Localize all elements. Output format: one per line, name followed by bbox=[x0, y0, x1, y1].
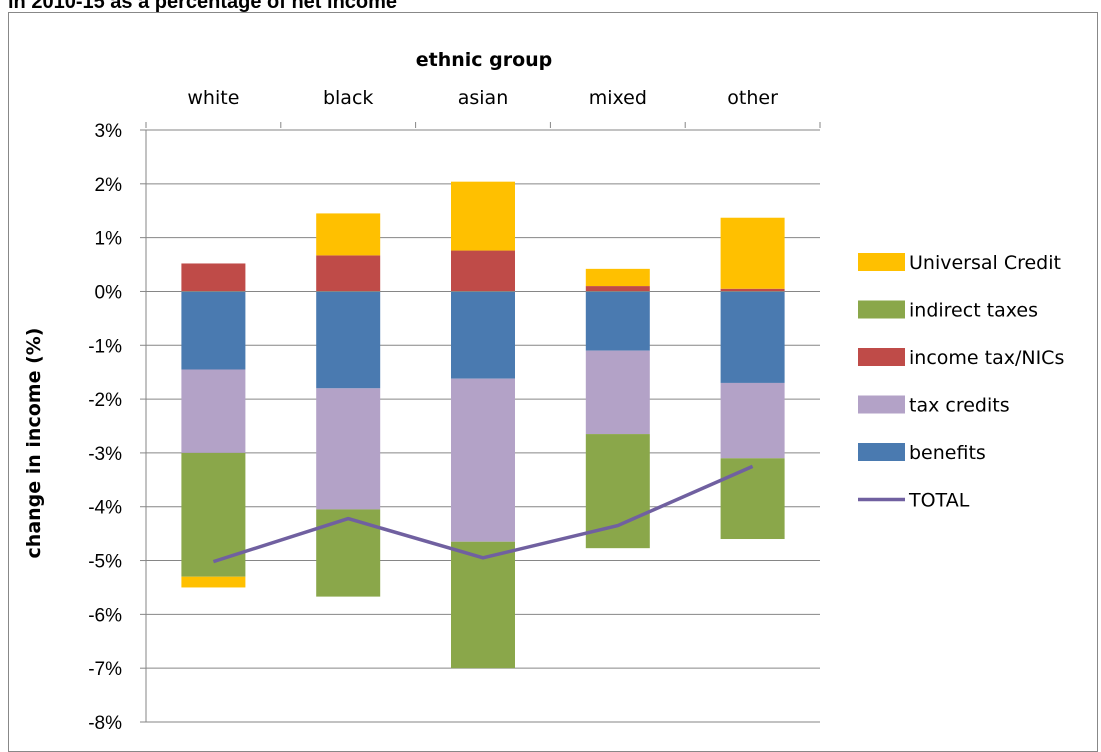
y-tick-label: -3% bbox=[88, 444, 122, 465]
legend-label: tax credits bbox=[909, 395, 1010, 417]
bar-income-tax-nics-black bbox=[316, 255, 381, 292]
bar-income-tax-nics-mixed bbox=[585, 286, 650, 292]
bar-universal-credit-asian bbox=[451, 181, 515, 251]
total-line-series bbox=[212, 464, 754, 564]
bar-universal-credit-white bbox=[181, 576, 246, 588]
y-tick-label: -4% bbox=[88, 498, 122, 519]
page-title: in 2010-15 as a percentage of net income bbox=[8, 0, 398, 13]
x-category-label: black bbox=[323, 87, 373, 109]
legend-label: indirect taxes bbox=[909, 300, 1038, 322]
y-tick-label: -1% bbox=[88, 336, 122, 357]
legend-label: benefits bbox=[909, 442, 986, 464]
x-category-label: other bbox=[727, 87, 778, 109]
axes: 3% 2% 1% 0% -1% -2% -3% -4% -5% -6% -7% -8% white bla… bbox=[88, 87, 821, 734]
bar-benefits-mixed bbox=[585, 291, 650, 351]
bar-universal-credit-other bbox=[720, 217, 785, 289]
bar-income-tax-nics-asian bbox=[451, 250, 515, 292]
legend-swatch-tax-credits bbox=[858, 395, 905, 414]
legend-swatch-indirect-taxes bbox=[858, 300, 905, 319]
bar-tax-credits-other bbox=[720, 382, 785, 459]
bar-benefits-black bbox=[316, 291, 381, 389]
bar-indirect-taxes-white bbox=[181, 452, 246, 577]
bar-indirect-taxes-black bbox=[316, 509, 381, 597]
legend: Universal Credit indirect taxes income tax… bbox=[858, 252, 1064, 512]
x-category-label: asian bbox=[458, 87, 509, 109]
bars bbox=[181, 181, 785, 669]
y-tick-label: -7% bbox=[88, 659, 122, 680]
legend-swatch-universal-credit bbox=[858, 253, 905, 271]
x-category-label: white bbox=[187, 87, 239, 109]
bar-universal-credit-mixed bbox=[585, 268, 650, 287]
y-tick-label: 0% bbox=[95, 282, 123, 303]
bar-tax-credits-white bbox=[181, 369, 246, 453]
legend-swatch-income-tax-nics bbox=[858, 348, 905, 366]
bar-benefits-other bbox=[720, 291, 785, 383]
legend-label: Universal Credit bbox=[909, 252, 1061, 274]
bar-indirect-taxes-asian bbox=[451, 541, 515, 669]
x-category-label: mixed bbox=[589, 87, 647, 109]
x-axis-title: ethnic group bbox=[416, 49, 553, 71]
y-tick-label: 3% bbox=[95, 121, 123, 142]
y-tick-label: -2% bbox=[88, 390, 122, 411]
bar-income-tax-nics-white bbox=[181, 263, 246, 292]
bar-tax-credits-black bbox=[316, 388, 381, 510]
y-axis-title: change in income (%) bbox=[23, 328, 45, 559]
y-tick-label: -6% bbox=[88, 605, 122, 626]
bar-tax-credits-mixed bbox=[585, 350, 650, 435]
y-tick-label: 2% bbox=[95, 175, 123, 196]
y-tick-label: -5% bbox=[88, 552, 122, 573]
total-line bbox=[212, 464, 754, 564]
y-tick-label: -8% bbox=[88, 713, 122, 734]
bar-indirect-taxes-other bbox=[720, 458, 785, 540]
bar-benefits-white bbox=[181, 291, 246, 370]
legend-swatch-benefits bbox=[858, 443, 905, 461]
bar-benefits-asian bbox=[451, 291, 515, 379]
bar-income-tax-nics-other bbox=[720, 288, 785, 292]
bar-tax-credits-asian bbox=[451, 378, 515, 542]
bar-universal-credit-black bbox=[316, 213, 381, 256]
legend-label: TOTAL bbox=[908, 490, 970, 512]
legend-label: income tax/NICs bbox=[909, 347, 1064, 369]
y-tick-label: 1% bbox=[95, 229, 123, 250]
